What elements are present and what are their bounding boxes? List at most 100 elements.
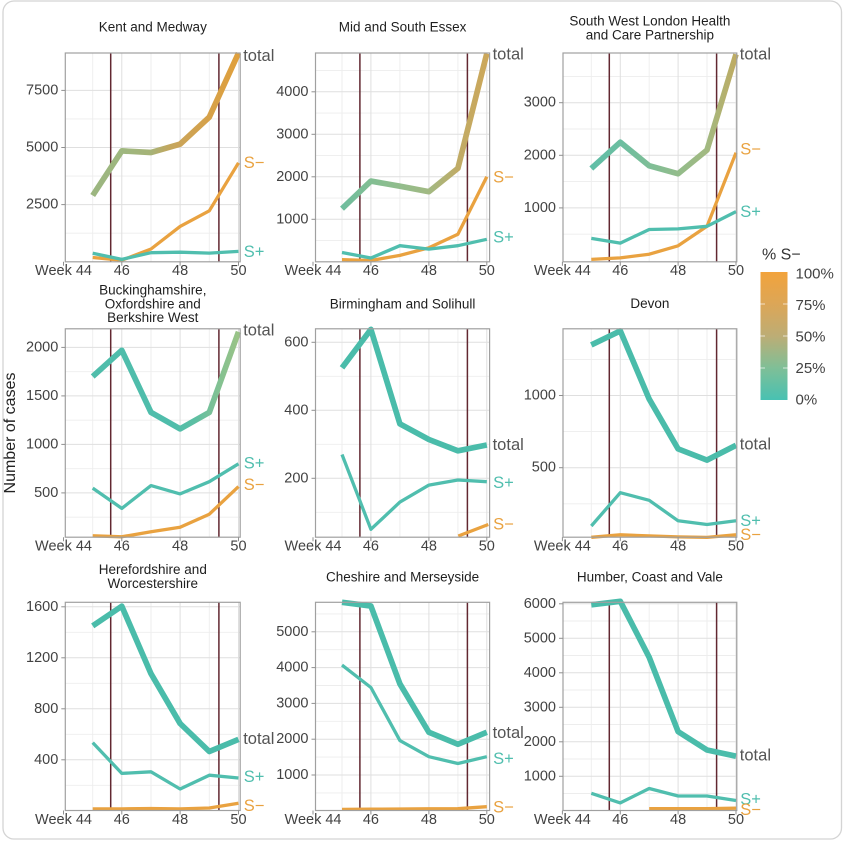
svg-text:total: total	[493, 436, 524, 454]
svg-text:25%: 25%	[796, 360, 826, 377]
svg-text:South West London Health: South West London Health	[569, 14, 730, 29]
svg-text:46: 46	[612, 263, 628, 279]
svg-text:0%: 0%	[796, 392, 818, 409]
svg-text:S−: S−	[244, 154, 265, 172]
svg-text:600: 600	[284, 334, 308, 350]
svg-text:50: 50	[479, 263, 495, 279]
svg-text:Week 44: Week 44	[534, 539, 591, 555]
svg-text:2000: 2000	[524, 147, 556, 163]
svg-text:1600: 1600	[26, 599, 58, 615]
svg-text:48: 48	[172, 539, 188, 555]
svg-text:Berkshire West: Berkshire West	[107, 310, 199, 325]
svg-text:Buckinghamshire,: Buckinghamshire,	[99, 283, 206, 298]
svg-text:Week 44: Week 44	[285, 263, 342, 279]
svg-text:S+: S+	[244, 455, 265, 473]
svg-text:2500: 2500	[26, 197, 58, 213]
svg-text:S−: S−	[244, 797, 265, 815]
svg-text:400: 400	[284, 402, 308, 418]
svg-text:Number of cases: Number of cases	[2, 373, 19, 494]
svg-text:2000: 2000	[276, 731, 308, 747]
svg-text:Oxfordshire and: Oxfordshire and	[105, 296, 201, 311]
svg-text:1000: 1000	[524, 200, 556, 216]
svg-text:48: 48	[670, 539, 686, 555]
svg-text:S−: S−	[740, 801, 761, 819]
svg-text:48: 48	[172, 263, 188, 279]
svg-text:50: 50	[230, 263, 246, 279]
svg-text:3000: 3000	[276, 695, 308, 711]
svg-text:50: 50	[728, 263, 744, 279]
svg-text:6000: 6000	[524, 596, 556, 612]
svg-text:and Care Partnership: and Care Partnership	[586, 28, 714, 43]
svg-text:total: total	[740, 46, 771, 64]
svg-text:total: total	[243, 730, 274, 748]
svg-text:Birmingham and Solihull: Birmingham and Solihull	[330, 297, 476, 312]
svg-text:500: 500	[532, 460, 556, 476]
svg-text:S+: S+	[740, 512, 761, 530]
svg-text:50: 50	[230, 812, 246, 828]
svg-text:total: total	[740, 436, 771, 454]
svg-text:1500: 1500	[26, 388, 58, 404]
svg-text:200: 200	[284, 470, 308, 486]
svg-text:4000: 4000	[524, 665, 556, 681]
svg-text:48: 48	[670, 812, 686, 828]
svg-text:Devon: Devon	[630, 296, 669, 311]
svg-text:75%: 75%	[796, 297, 826, 314]
svg-text:Week 44: Week 44	[35, 812, 92, 828]
svg-text:Week 44: Week 44	[35, 539, 92, 555]
svg-text:2000: 2000	[26, 339, 58, 355]
svg-text:5000: 5000	[276, 624, 308, 640]
svg-text:total: total	[740, 747, 771, 765]
svg-text:48: 48	[421, 539, 437, 555]
svg-text:Week 44: Week 44	[534, 812, 591, 828]
svg-text:3000: 3000	[524, 699, 556, 715]
svg-text:Week 44: Week 44	[285, 812, 342, 828]
svg-text:Week 44: Week 44	[35, 263, 92, 279]
svg-text:total: total	[493, 46, 524, 64]
svg-text:46: 46	[114, 812, 130, 828]
svg-text:S+: S+	[740, 791, 761, 809]
svg-text:Kent and Medway: Kent and Medway	[99, 20, 207, 35]
svg-text:S+: S+	[244, 243, 265, 261]
svg-text:1200: 1200	[26, 650, 58, 666]
svg-text:S−: S−	[244, 476, 265, 494]
svg-text:4000: 4000	[276, 84, 308, 100]
svg-text:48: 48	[421, 812, 437, 828]
svg-text:50: 50	[728, 539, 744, 555]
svg-text:total: total	[243, 322, 274, 340]
svg-text:S−: S−	[493, 516, 514, 534]
svg-text:S+: S+	[493, 750, 514, 768]
svg-text:800: 800	[34, 701, 58, 717]
svg-text:Week 44: Week 44	[534, 263, 591, 279]
svg-text:S+: S+	[244, 768, 265, 786]
svg-text:Worcestershire: Worcestershire	[108, 576, 199, 591]
svg-text:46: 46	[612, 812, 628, 828]
svg-text:4000: 4000	[276, 660, 308, 676]
svg-text:50: 50	[728, 812, 744, 828]
svg-text:7500: 7500	[26, 82, 58, 98]
svg-text:46: 46	[363, 263, 379, 279]
svg-text:46: 46	[612, 539, 628, 555]
svg-text:46: 46	[114, 263, 130, 279]
svg-text:S+: S+	[493, 474, 514, 492]
svg-text:Week 44: Week 44	[285, 539, 342, 555]
svg-text:S−: S−	[493, 799, 514, 817]
svg-text:500: 500	[34, 485, 58, 501]
svg-text:3000: 3000	[276, 126, 308, 142]
svg-text:50: 50	[230, 539, 246, 555]
svg-text:46: 46	[114, 539, 130, 555]
svg-text:Cheshire and Merseyside: Cheshire and Merseyside	[326, 570, 479, 585]
svg-text:Humber, Coast and Vale: Humber, Coast and Vale	[577, 570, 723, 585]
svg-text:S+: S+	[740, 203, 761, 221]
svg-text:2000: 2000	[276, 169, 308, 185]
svg-text:5000: 5000	[524, 630, 556, 646]
svg-text:S−: S−	[493, 168, 514, 186]
svg-text:48: 48	[421, 263, 437, 279]
svg-text:% S−: % S−	[762, 247, 801, 264]
svg-text:S−: S−	[740, 141, 761, 159]
svg-text:5000: 5000	[26, 140, 58, 156]
svg-text:50%: 50%	[796, 329, 826, 346]
svg-text:400: 400	[34, 752, 58, 768]
svg-text:total: total	[493, 724, 524, 742]
svg-text:48: 48	[670, 263, 686, 279]
svg-text:100%: 100%	[796, 266, 834, 283]
